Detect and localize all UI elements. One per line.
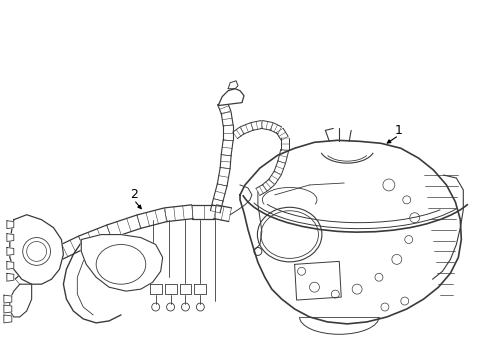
Polygon shape	[228, 81, 238, 89]
Polygon shape	[4, 305, 12, 313]
Polygon shape	[7, 273, 14, 281]
Polygon shape	[10, 284, 32, 317]
Polygon shape	[7, 221, 14, 229]
Polygon shape	[7, 247, 14, 255]
Polygon shape	[4, 315, 12, 323]
Polygon shape	[7, 234, 14, 242]
Polygon shape	[81, 235, 163, 291]
Polygon shape	[165, 284, 176, 294]
Text: 1: 1	[395, 124, 403, 137]
Polygon shape	[179, 284, 192, 294]
Polygon shape	[195, 284, 206, 294]
Polygon shape	[150, 284, 162, 294]
Text: 2: 2	[130, 188, 138, 201]
Polygon shape	[218, 89, 244, 105]
Polygon shape	[10, 215, 63, 284]
Polygon shape	[4, 295, 12, 303]
Polygon shape	[7, 261, 14, 269]
Polygon shape	[240, 140, 461, 324]
Polygon shape	[294, 261, 341, 300]
